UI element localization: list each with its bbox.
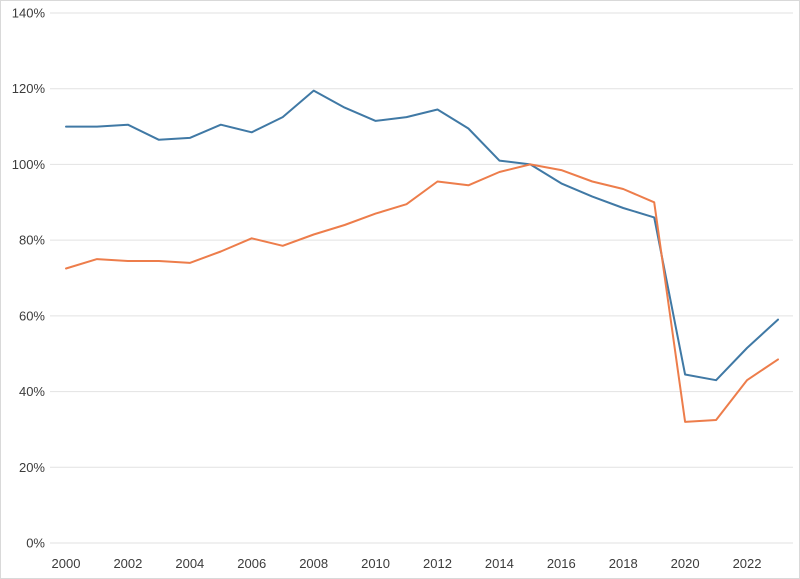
x-axis-tick-label: 2008	[299, 556, 328, 571]
x-axis-tick-label: 2010	[361, 556, 390, 571]
x-axis-tick-label: 2012	[423, 556, 452, 571]
x-axis-tick-label: 2006	[237, 556, 266, 571]
y-axis-tick-label: 60%	[19, 308, 45, 323]
x-axis-tick-label: 2002	[113, 556, 142, 571]
x-axis-tick-label: 2016	[547, 556, 576, 571]
y-axis-tick-label: 20%	[19, 460, 45, 475]
x-axis-tick-label: 2020	[671, 556, 700, 571]
y-axis-tick-label: 140%	[12, 6, 46, 21]
y-axis-tick-label: 40%	[19, 384, 45, 399]
y-axis-tick-label: 120%	[12, 81, 46, 96]
x-axis-tick-label: 2022	[733, 556, 762, 571]
series-blue-line	[65, 89, 779, 382]
y-axis-tick-label: 100%	[12, 157, 46, 172]
x-axis-tick-label: 2004	[175, 556, 204, 571]
x-axis-tick-label: 2018	[609, 556, 638, 571]
x-axis-tick-label: 2014	[485, 556, 514, 571]
series-orange-line	[65, 163, 779, 423]
y-axis-tick-label: 0%	[26, 536, 45, 551]
y-axis-tick-label: 80%	[19, 233, 45, 248]
x-axis-tick-label: 2000	[52, 556, 81, 571]
